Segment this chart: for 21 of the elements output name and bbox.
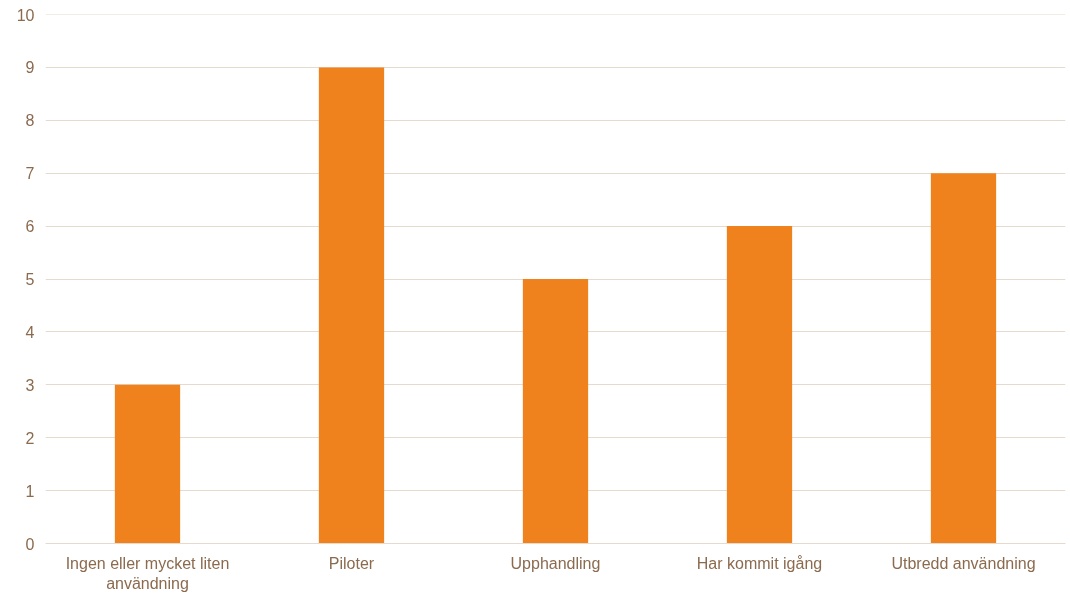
bar	[318, 67, 385, 544]
y-tick-label: 0	[25, 535, 35, 553]
bar	[930, 173, 997, 544]
x-tick-label: Utbredd användning	[891, 554, 1036, 572]
bar	[726, 226, 793, 544]
bar	[522, 279, 589, 544]
y-tick-label: 6	[25, 218, 35, 236]
y-tick-label: 10	[16, 6, 35, 24]
x-tick-label: Ingen eller mycket liten användning	[65, 554, 230, 592]
y-tick-label: 2	[25, 429, 35, 447]
bar	[114, 384, 181, 544]
y-tick-label: 8	[25, 112, 35, 130]
y-tick-label: 3	[25, 376, 35, 394]
x-tick-label: Upphandling	[510, 554, 601, 572]
x-tick-label: Har kommit igång	[696, 554, 823, 572]
x-tick-label: Piloter	[328, 554, 375, 572]
y-tick-label: 5	[25, 271, 35, 288]
y-tick-label: 9	[25, 59, 35, 77]
y-tick-label: 1	[25, 482, 35, 500]
y-tick-label: 7	[25, 165, 35, 183]
y-tick-label: 4	[25, 323, 35, 341]
